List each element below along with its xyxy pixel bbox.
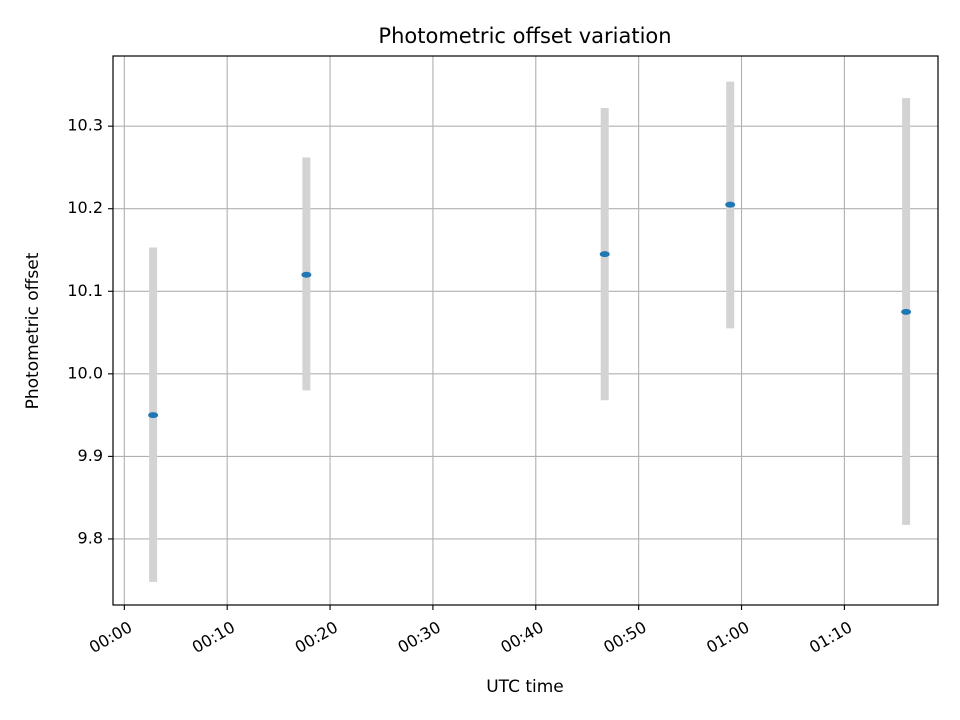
y-tick-label: 9.8 (78, 528, 103, 547)
y-tick-label: 9.9 (78, 446, 103, 465)
data-points (148, 201, 912, 419)
y-tick-label: 10.1 (67, 281, 103, 300)
grid-lines (113, 56, 938, 605)
data-point (599, 251, 610, 258)
y-axis-label: Photometric offset (23, 252, 43, 409)
y-tick-label: 10.2 (67, 198, 103, 217)
y-axis-ticks: 9.8 9.9 10.0 10.1 10.2 10.3 (67, 116, 113, 547)
data-point (725, 201, 736, 208)
data-point (148, 412, 159, 419)
chart-title: Photometric offset variation (378, 24, 671, 48)
data-point (301, 271, 312, 278)
y-tick-label: 10.0 (67, 363, 103, 382)
plot-frame (112, 55, 939, 606)
y-tick-label: 10.3 (67, 116, 103, 135)
data-point (901, 308, 912, 315)
x-axis-label: UTC time (486, 677, 564, 697)
